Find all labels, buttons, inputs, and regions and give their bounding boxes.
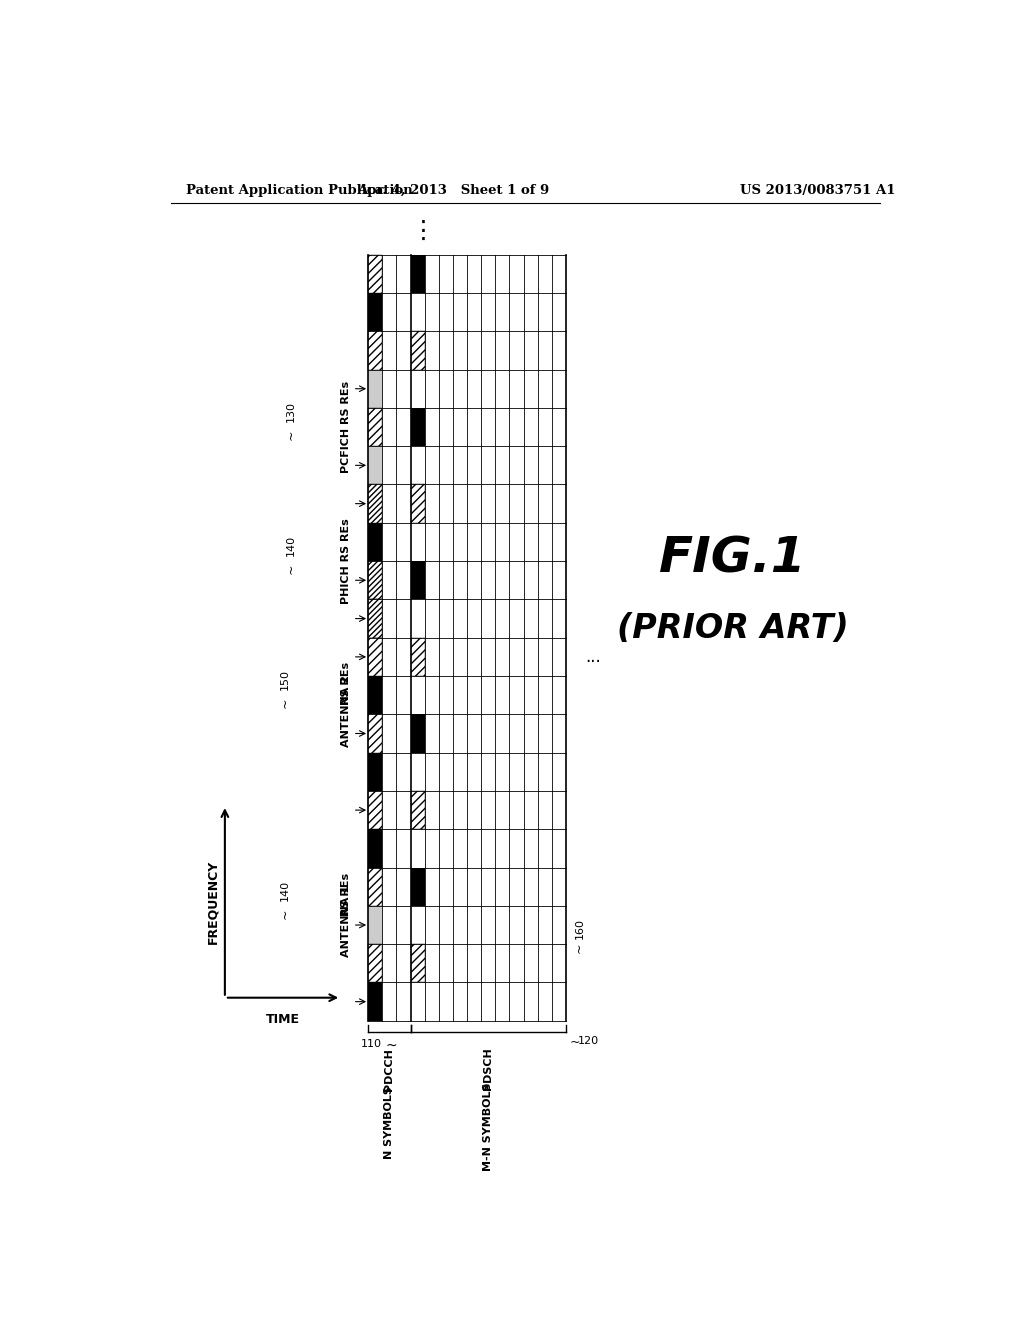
Polygon shape — [369, 446, 382, 484]
Text: PHICH RS REs: PHICH RS REs — [341, 519, 351, 605]
Polygon shape — [369, 331, 382, 370]
Polygon shape — [369, 523, 382, 561]
Polygon shape — [369, 791, 382, 829]
Polygon shape — [369, 906, 382, 944]
Polygon shape — [369, 255, 566, 1020]
Polygon shape — [369, 944, 382, 982]
Text: RS REs: RS REs — [341, 663, 351, 705]
Polygon shape — [411, 714, 425, 752]
Text: 120: 120 — [578, 1036, 599, 1047]
Text: N SYMBOLS: N SYMBOLS — [384, 1086, 394, 1159]
Polygon shape — [369, 829, 382, 867]
Text: ANTENNA 2: ANTENNA 2 — [341, 675, 351, 747]
Text: M-N SYMBOLS: M-N SYMBOLS — [483, 1082, 494, 1171]
Text: ~: ~ — [572, 942, 586, 953]
Polygon shape — [411, 484, 425, 523]
Text: Patent Application Publication: Patent Application Publication — [186, 185, 413, 197]
Text: 150: 150 — [280, 669, 290, 690]
Text: RS REs: RS REs — [341, 873, 351, 916]
Text: ⋮: ⋮ — [411, 219, 436, 243]
Polygon shape — [369, 484, 382, 523]
Polygon shape — [369, 714, 382, 752]
Text: (PRIOR ART): (PRIOR ART) — [616, 611, 848, 644]
Text: 140: 140 — [286, 535, 296, 556]
Text: ~: ~ — [279, 908, 291, 919]
Polygon shape — [411, 331, 425, 370]
Text: ~: ~ — [386, 1039, 397, 1052]
Text: PDSCH: PDSCH — [483, 1048, 494, 1090]
Text: FIG.1: FIG.1 — [658, 535, 806, 583]
Text: US 2013/0083751 A1: US 2013/0083751 A1 — [740, 185, 896, 197]
Text: ~: ~ — [279, 698, 291, 708]
Polygon shape — [411, 944, 425, 982]
Text: ~: ~ — [285, 429, 297, 440]
Polygon shape — [411, 791, 425, 829]
Text: ...: ... — [586, 648, 601, 665]
Text: PCFICH RS REs: PCFICH RS REs — [341, 381, 351, 473]
Polygon shape — [369, 255, 382, 293]
Text: 140: 140 — [280, 880, 290, 902]
Text: ANTENNA 1: ANTENNA 1 — [341, 886, 351, 957]
Polygon shape — [411, 867, 425, 906]
Polygon shape — [411, 255, 425, 293]
Polygon shape — [411, 561, 425, 599]
Text: TIME: TIME — [266, 1014, 300, 1026]
Polygon shape — [369, 561, 382, 599]
Polygon shape — [369, 638, 382, 676]
Polygon shape — [369, 370, 382, 408]
Text: Apr. 4, 2013   Sheet 1 of 9: Apr. 4, 2013 Sheet 1 of 9 — [357, 185, 550, 197]
Polygon shape — [411, 638, 425, 676]
Polygon shape — [369, 867, 382, 906]
Polygon shape — [369, 982, 382, 1020]
Text: PDCCH: PDCCH — [384, 1048, 394, 1090]
Text: 130: 130 — [286, 401, 296, 422]
Text: ~: ~ — [569, 1036, 581, 1049]
Polygon shape — [369, 752, 382, 791]
Polygon shape — [369, 599, 382, 638]
Polygon shape — [369, 293, 382, 331]
Polygon shape — [369, 676, 382, 714]
Text: 110: 110 — [360, 1039, 382, 1048]
Text: ~: ~ — [285, 564, 297, 574]
Polygon shape — [369, 408, 382, 446]
Polygon shape — [411, 408, 425, 446]
Text: FREQUENCY: FREQUENCY — [207, 859, 220, 944]
Text: 160: 160 — [575, 917, 585, 939]
